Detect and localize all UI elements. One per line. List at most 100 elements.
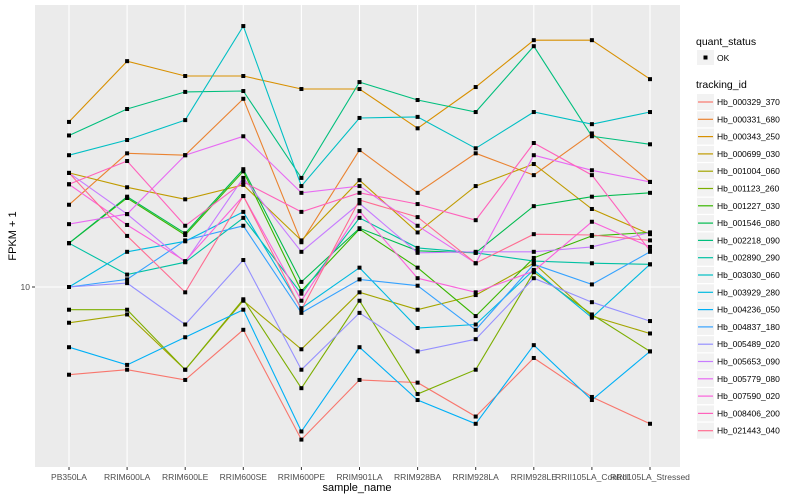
data-point-Hb_000329_370 bbox=[125, 367, 130, 372]
data-point-Hb_001546_080 bbox=[125, 194, 130, 199]
data-point-Hb_005653_090 bbox=[357, 201, 362, 206]
data-point-Hb_000699_030 bbox=[183, 197, 188, 202]
legend-label-Hb_001004_060: Hb_001004_060 bbox=[717, 166, 780, 176]
data-point-Hb_003030_060 bbox=[241, 24, 246, 29]
data-point-Hb_002218_090 bbox=[125, 107, 130, 112]
data-point-Hb_005489_020 bbox=[125, 281, 130, 286]
data-point-Hb_000331_680 bbox=[589, 131, 594, 136]
data-point-Hb_001123_260 bbox=[125, 307, 130, 312]
data-point-Hb_002218_090 bbox=[241, 89, 246, 94]
data-point-Hb_008406_200 bbox=[531, 140, 536, 145]
data-point-Hb_021443_040 bbox=[473, 261, 478, 266]
data-point-Hb_002218_090 bbox=[415, 98, 420, 103]
data-point-Hb_005779_080 bbox=[67, 222, 71, 227]
legend-label-Hb_007590_020: Hb_007590_020 bbox=[717, 391, 780, 401]
legend-label-Hb_008406_200: Hb_008406_200 bbox=[717, 408, 780, 418]
data-point-Hb_008406_200 bbox=[67, 182, 71, 187]
data-point-Hb_007590_020 bbox=[415, 276, 420, 281]
data-point-Hb_005779_080 bbox=[299, 190, 304, 195]
data-point-Hb_002218_090 bbox=[531, 44, 536, 49]
data-point-Hb_000699_030 bbox=[415, 230, 420, 235]
data-point-Hb_003030_060 bbox=[67, 153, 71, 158]
data-point-Hb_007590_020 bbox=[299, 298, 304, 303]
legend-point-ok-icon bbox=[703, 55, 708, 60]
legend-title-tracking-id: tracking_id bbox=[696, 79, 747, 91]
x-axis-title: sample_name bbox=[322, 482, 391, 494]
data-point-Hb_008406_200 bbox=[415, 202, 420, 207]
data-point-Hb_005653_090 bbox=[589, 244, 594, 249]
data-point-Hb_000343_250 bbox=[125, 59, 130, 64]
data-point-Hb_003030_060 bbox=[125, 138, 130, 143]
data-point-Hb_002890_290 bbox=[589, 261, 594, 266]
data-point-Hb_005489_020 bbox=[531, 276, 536, 281]
data-point-Hb_004837_180 bbox=[415, 283, 420, 288]
y-tick-label: 10 bbox=[21, 282, 31, 292]
data-point-Hb_002218_090 bbox=[67, 133, 71, 138]
x-tick-label: RRIM600LE bbox=[162, 472, 209, 482]
data-point-Hb_001004_060 bbox=[415, 307, 420, 312]
data-point-Hb_000331_680 bbox=[531, 173, 536, 178]
data-point-Hb_021443_040 bbox=[183, 290, 188, 295]
data-point-Hb_007590_020 bbox=[473, 290, 478, 295]
data-point-Hb_002218_090 bbox=[473, 110, 478, 115]
data-point-Hb_001227_030 bbox=[299, 288, 304, 293]
x-tick-label: RRIM928BA bbox=[394, 472, 442, 482]
data-point-Hb_004837_180 bbox=[531, 262, 536, 267]
legend-label-Hb_021443_040: Hb_021443_040 bbox=[717, 426, 780, 436]
data-point-Hb_007590_020 bbox=[531, 269, 536, 274]
data-point-Hb_005779_080 bbox=[125, 212, 130, 217]
data-point-Hb_002890_290 bbox=[415, 245, 420, 250]
data-point-Hb_003030_060 bbox=[357, 115, 362, 120]
data-point-Hb_000343_250 bbox=[473, 85, 478, 90]
data-point-Hb_021443_040 bbox=[531, 232, 536, 237]
x-tick-label: RRII105LA_Control bbox=[555, 472, 629, 482]
data-point-Hb_000699_030 bbox=[125, 185, 130, 190]
data-point-Hb_008406_200 bbox=[357, 190, 362, 195]
x-axis: PB350LA RRIM600LA RRIM600LE RRIM600SE RRIM60… bbox=[51, 467, 690, 482]
data-point-Hb_001546_080 bbox=[299, 279, 304, 284]
data-point-Hb_003929_280 bbox=[357, 265, 362, 270]
data-point-Hb_000699_030 bbox=[589, 206, 594, 211]
y-axis: 10 bbox=[21, 282, 35, 292]
data-point-Hb_003929_280 bbox=[648, 262, 652, 267]
data-point-Hb_002218_090 bbox=[589, 134, 594, 139]
data-point-Hb_003030_060 bbox=[183, 118, 188, 123]
legend-label-Hb_005653_090: Hb_005653_090 bbox=[717, 357, 780, 367]
data-point-Hb_004236_050 bbox=[125, 362, 130, 367]
data-point-Hb_004236_050 bbox=[357, 345, 362, 350]
legend-label-Hb_005779_080: Hb_005779_080 bbox=[717, 374, 780, 384]
data-point-Hb_000343_250 bbox=[299, 87, 304, 92]
data-point-Hb_005779_080 bbox=[589, 168, 594, 173]
data-point-Hb_021443_040 bbox=[125, 233, 130, 238]
data-point-Hb_000699_030 bbox=[473, 184, 478, 189]
data-point-Hb_021443_040 bbox=[67, 170, 71, 175]
data-point-Hb_000343_250 bbox=[648, 77, 652, 82]
data-point-Hb_000329_370 bbox=[241, 327, 246, 332]
data-point-Hb_000343_250 bbox=[183, 74, 188, 79]
data-point-Hb_003929_280 bbox=[589, 315, 594, 320]
data-point-Hb_001123_260 bbox=[589, 312, 594, 317]
legend-entries: Hb_000329_370 Hb_000331_680 Hb_000343_250 H… bbox=[697, 94, 780, 439]
data-point-Hb_004837_180 bbox=[183, 238, 188, 243]
data-point-Hb_005489_020 bbox=[415, 349, 420, 354]
data-point-Hb_008406_200 bbox=[183, 223, 188, 228]
legend-label-Hb_003030_060: Hb_003030_060 bbox=[717, 270, 780, 280]
data-point-Hb_000331_680 bbox=[67, 202, 71, 207]
data-point-Hb_005489_020 bbox=[473, 337, 478, 342]
data-point-Hb_005779_080 bbox=[648, 179, 652, 184]
data-point-Hb_008406_200 bbox=[648, 248, 652, 253]
x-tick-label: RRIM928LA bbox=[453, 472, 500, 482]
data-point-Hb_001004_060 bbox=[125, 312, 130, 317]
data-point-Hb_001123_260 bbox=[299, 386, 304, 391]
data-point-Hb_000329_370 bbox=[473, 414, 478, 419]
data-point-Hb_008406_200 bbox=[241, 179, 246, 184]
data-point-Hb_005653_090 bbox=[415, 250, 420, 255]
data-point-Hb_021443_040 bbox=[589, 233, 594, 238]
data-point-Hb_005489_020 bbox=[67, 285, 71, 289]
data-point-Hb_021443_040 bbox=[357, 197, 362, 202]
data-point-Hb_005489_020 bbox=[183, 322, 188, 327]
legend-label-Hb_003929_280: Hb_003929_280 bbox=[717, 287, 780, 297]
legend-label-Hb_000329_370: Hb_000329_370 bbox=[717, 97, 780, 107]
data-point-Hb_002218_090 bbox=[648, 142, 652, 147]
data-point-Hb_000329_370 bbox=[648, 421, 652, 426]
